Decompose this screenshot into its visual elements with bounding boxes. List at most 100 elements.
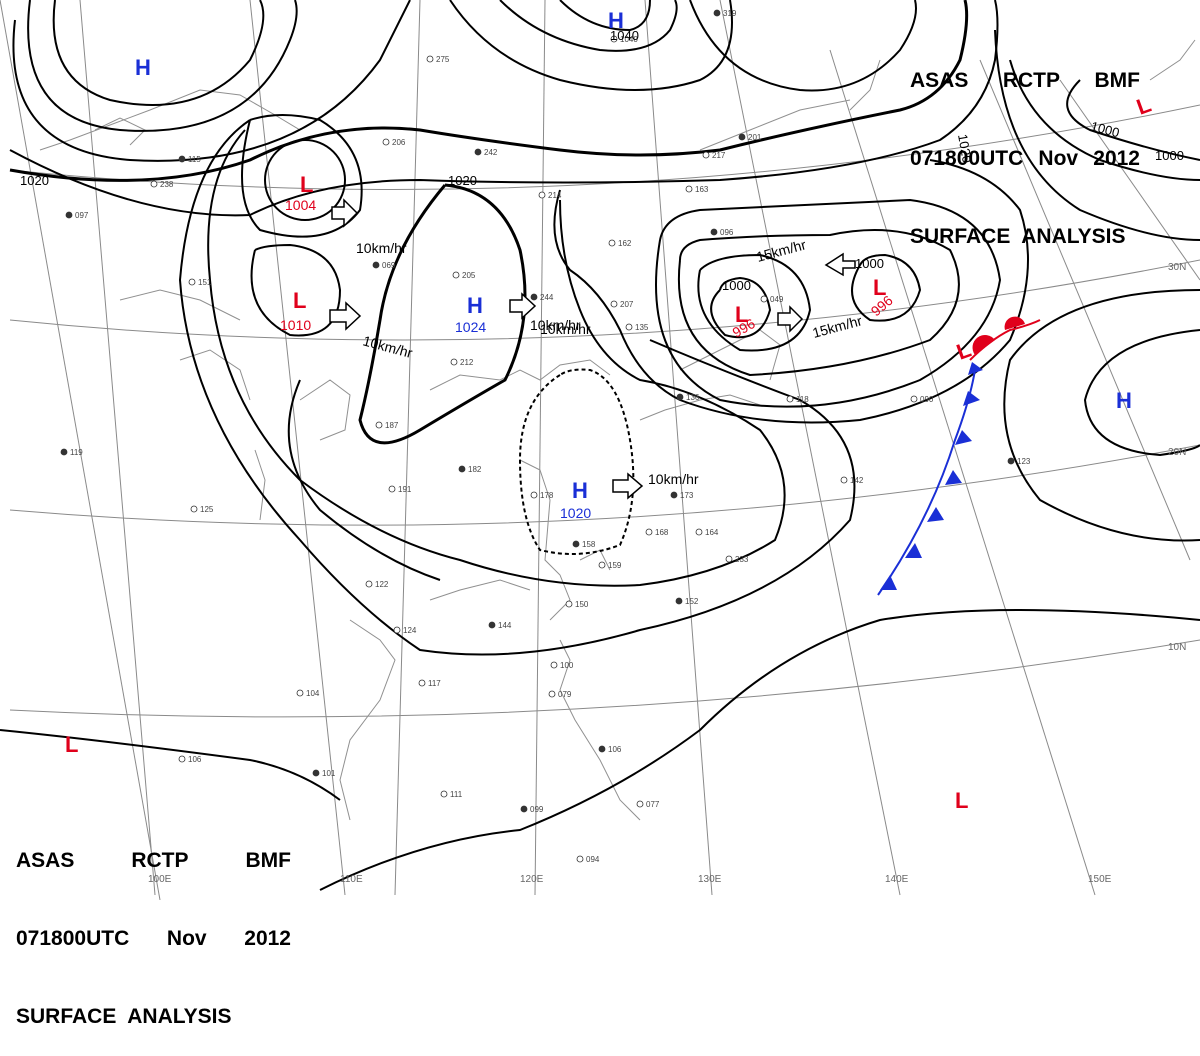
title-agency: ASAS bbox=[910, 69, 969, 92]
isobar-value-label: 1000 bbox=[1155, 148, 1184, 163]
station-pressure-value: 217 bbox=[712, 151, 726, 160]
station-circle-icon bbox=[520, 805, 528, 813]
station-circle-icon bbox=[625, 323, 633, 331]
station-circle-icon bbox=[548, 690, 556, 698]
station-pressure-value: 201 bbox=[748, 133, 762, 142]
longitude-label: 140E bbox=[885, 874, 909, 885]
station-circle-icon bbox=[188, 278, 196, 286]
title-block-bottom: ASAS RCTP BMF 071800UTC Nov 2012 SURFACE… bbox=[16, 796, 291, 1056]
station-circle-icon bbox=[375, 421, 383, 429]
station-pressure-value: 182 bbox=[468, 465, 482, 474]
low-pressure-center: L bbox=[300, 172, 313, 197]
latitude-label: 20N bbox=[1168, 447, 1186, 458]
station-pressure-value: 159 bbox=[608, 561, 622, 570]
low-pressure-center: L bbox=[735, 302, 748, 327]
station-circle-icon bbox=[1007, 457, 1015, 465]
longitude-label: 110E bbox=[340, 874, 363, 885]
station-pressure-value: 151 bbox=[198, 278, 212, 287]
isobar-value-label: 1000 bbox=[1089, 118, 1121, 140]
longitude-label: 150E bbox=[1088, 874, 1112, 885]
low-pressure-center: L bbox=[873, 275, 886, 300]
station-pressure-value: 233 bbox=[735, 555, 749, 564]
station-circle-icon bbox=[450, 358, 458, 366]
isobars bbox=[0, 0, 1200, 891]
title-product: SURFACE ANALYSIS bbox=[910, 225, 1126, 248]
station-circle-icon bbox=[598, 561, 606, 569]
station-circle-icon bbox=[530, 293, 538, 301]
station-pressure-value: 173 bbox=[680, 491, 694, 500]
hollow-arrow-icon bbox=[824, 252, 856, 277]
station-pressure-value: 119 bbox=[70, 448, 83, 457]
station-pressure-value: 206 bbox=[392, 138, 406, 147]
warm-front bbox=[969, 316, 1041, 361]
station-pressure-value: 152 bbox=[685, 597, 699, 606]
title-block-top: ASAS RCTP BMF 071800UTC Nov 2012 SURFACE… bbox=[910, 16, 1140, 276]
station-pressure-value: 136 bbox=[686, 393, 700, 402]
station-pressure-value: 099 bbox=[530, 805, 544, 814]
station-circle-icon bbox=[608, 239, 616, 247]
latitude-label: 30N bbox=[1168, 262, 1186, 273]
station-circle-icon bbox=[296, 689, 304, 697]
title-agency: ASAS bbox=[16, 849, 75, 872]
station-pressure-value: 164 bbox=[705, 528, 719, 537]
movement-speed-label: 10km/hr bbox=[540, 321, 591, 337]
station-pressure-value: 150 bbox=[575, 600, 589, 609]
longitude-label: 100E bbox=[148, 874, 172, 885]
hollow-arrow-icon bbox=[777, 305, 804, 333]
station-circle-icon bbox=[550, 661, 558, 669]
title-time: 071800UTC bbox=[910, 147, 1024, 170]
latitude-label: 10N bbox=[1168, 642, 1186, 653]
station-pressure-value: 077 bbox=[646, 800, 660, 809]
station-pressure-value: 106 bbox=[188, 755, 202, 764]
station-pressure-value: 069 bbox=[382, 261, 396, 270]
movement-speed-label: 10km/hr bbox=[530, 317, 581, 333]
station-circle-icon bbox=[418, 679, 426, 687]
station-pressure-value: 191 bbox=[398, 485, 412, 494]
central-pressure-label: 1010 bbox=[280, 317, 311, 333]
title-month: Nov bbox=[1038, 147, 1079, 170]
station-circle-icon bbox=[676, 393, 684, 401]
isobar-value-label: 1020 bbox=[448, 173, 477, 188]
station-pressure-value: 212 bbox=[460, 358, 474, 367]
title-product: SURFACE ANALYSIS bbox=[16, 1005, 232, 1028]
isobar-value-label: 1040 bbox=[610, 28, 639, 43]
hollow-arrow-icon bbox=[329, 301, 362, 331]
station-pressure-value: 214 bbox=[548, 191, 562, 200]
station-circle-icon bbox=[190, 505, 198, 513]
station-pressure-value: 097 bbox=[75, 211, 89, 220]
station-circle-icon bbox=[312, 769, 320, 777]
station-circle-icon bbox=[702, 151, 710, 159]
semicircle-front-icon bbox=[972, 335, 995, 355]
station-circle-icon bbox=[440, 790, 448, 798]
station-pressure-value: 101 bbox=[322, 769, 336, 778]
station-pressure-value: 090 bbox=[920, 395, 934, 404]
station-pressure-value: 319 bbox=[723, 9, 737, 18]
high-pressure-center: H bbox=[572, 478, 588, 503]
station-pressure-value: 123 bbox=[1017, 457, 1031, 466]
station-circle-icon bbox=[610, 35, 618, 43]
triangle-front-icon bbox=[927, 507, 944, 522]
triangle-front-icon bbox=[905, 543, 922, 558]
station-pressure-value: 207 bbox=[620, 300, 634, 309]
station-observations: 242 206 205 069 212 187 182 191 125 119 122 124 144 1… bbox=[60, 9, 1031, 864]
station-circle-icon bbox=[576, 855, 584, 863]
station-circle-icon bbox=[695, 528, 703, 536]
station-pressure-value: 238 bbox=[160, 180, 174, 189]
station-pressure-value: 125 bbox=[200, 505, 214, 514]
movement-speed-label: 10km/hr bbox=[648, 471, 699, 487]
station-circle-icon bbox=[713, 9, 721, 17]
station-pressure-value: 115 bbox=[188, 155, 201, 164]
station-pressure-value: 163 bbox=[695, 185, 709, 194]
station-pressure-value: 079 bbox=[558, 690, 572, 699]
high-pressure-center: H bbox=[135, 55, 151, 80]
station-pressure-value: 135 bbox=[635, 323, 649, 332]
station-pressure-value: 124 bbox=[403, 626, 417, 635]
triangle-front-icon bbox=[880, 575, 897, 590]
station-circle-icon bbox=[365, 580, 373, 588]
title-station: RCTP bbox=[131, 849, 189, 872]
station-pressure-value: 244 bbox=[540, 293, 554, 302]
station-pressure-value: 168 bbox=[655, 528, 669, 537]
station-circle-icon bbox=[538, 191, 546, 199]
station-circle-icon bbox=[488, 621, 496, 629]
station-circle-icon bbox=[760, 295, 768, 303]
